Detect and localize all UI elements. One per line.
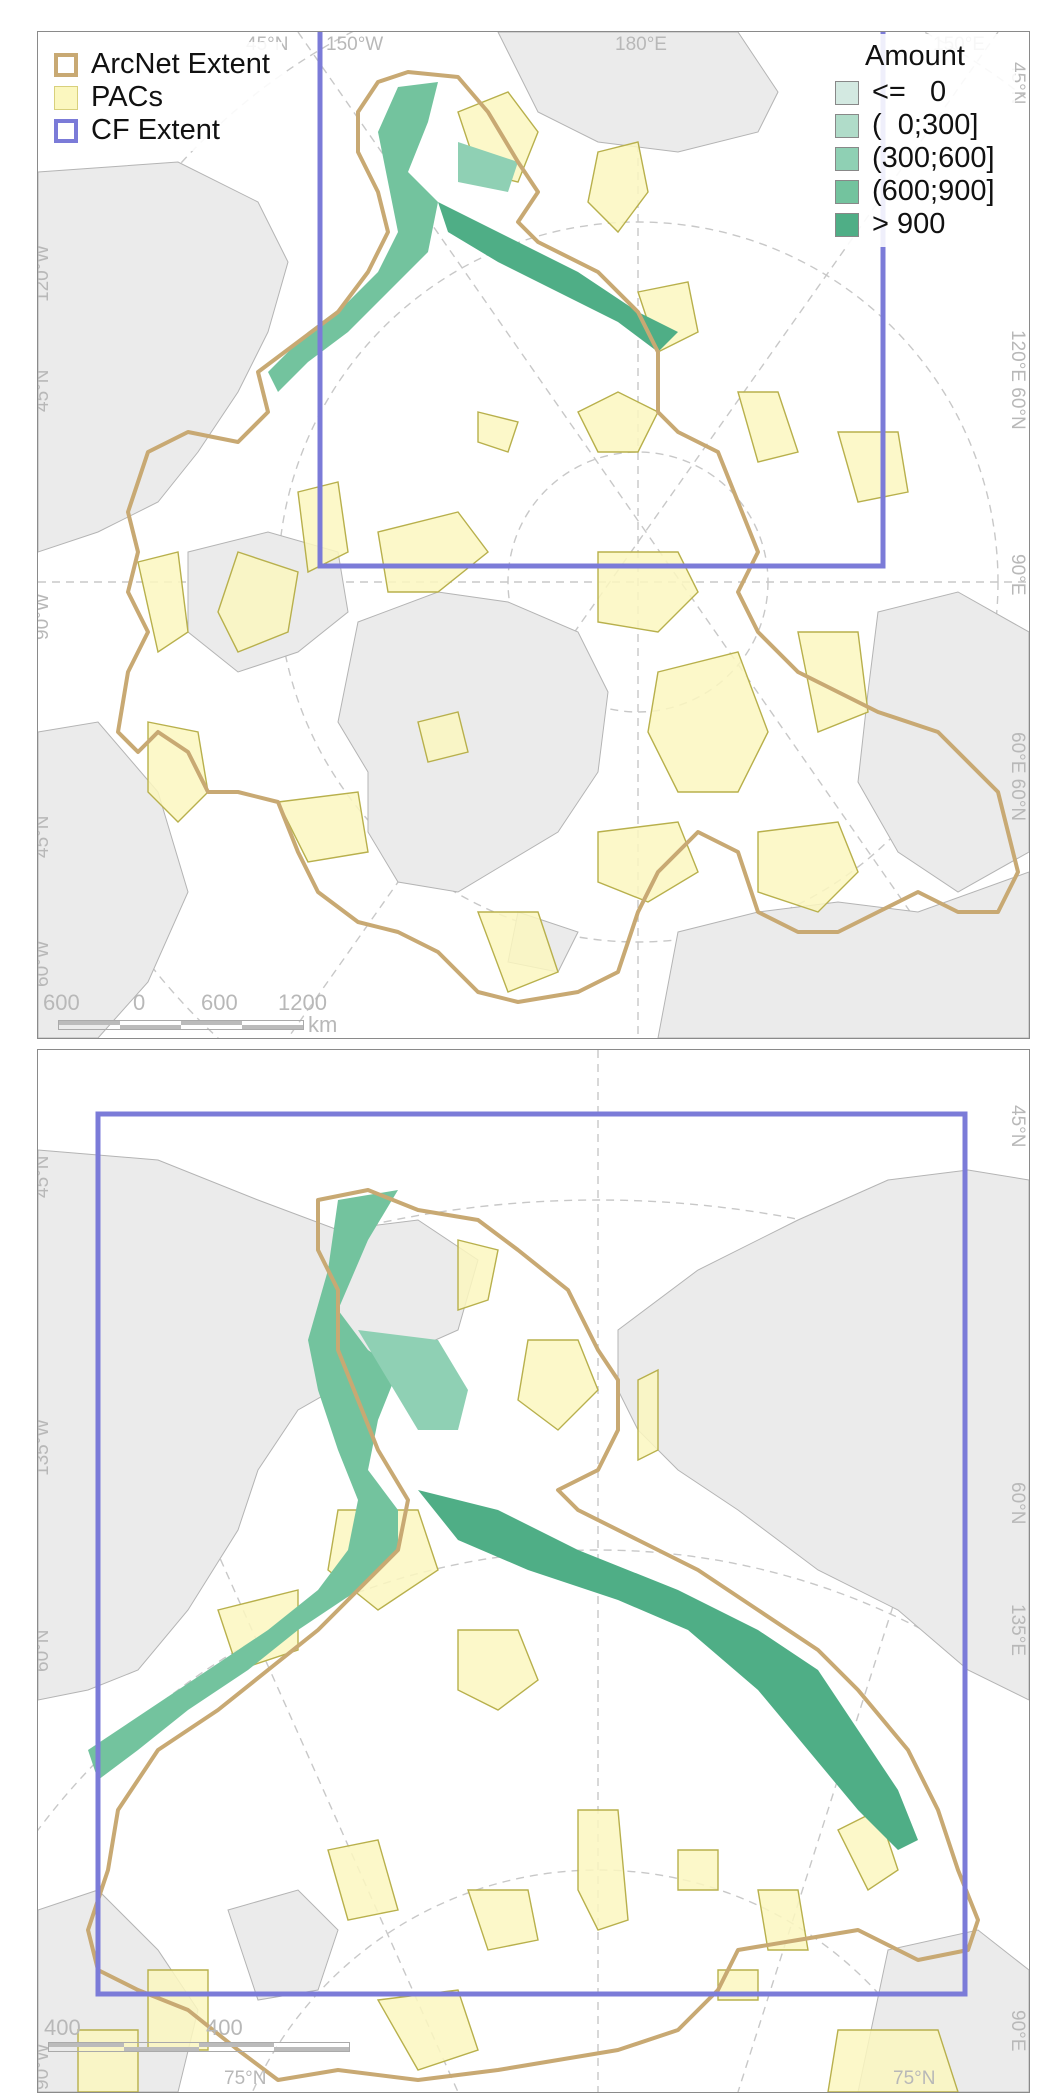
- amount-legend: Amount <= 0 ( 0;300] (300;600] (600;900]…: [819, 34, 1015, 247]
- graticule-label-left-1: 45°N: [37, 1155, 53, 1198]
- legend-item-arcnet: ArcNet Extent: [54, 48, 270, 81]
- graticule-label-right-4: 90°E: [1007, 2010, 1028, 2052]
- arcnet-extent-outline: [116, 70, 1020, 1004]
- graticule-label-right-4: 60°E 60°N: [1007, 732, 1028, 822]
- amount-legend-item-3: (300;600]: [835, 142, 1005, 175]
- scale-unit: km: [308, 1012, 338, 1037]
- amount-label-1: <= 0: [872, 76, 947, 108]
- graticule-label-left-2: 45°N: [37, 369, 53, 412]
- legend-label-arcnet: ArcNet Extent: [91, 48, 270, 80]
- cf-swatch: [54, 118, 78, 143]
- graticule-label-left-3: 60°N: [37, 1629, 53, 1672]
- amount-swatch-3: [835, 146, 859, 171]
- legend-label-pacs: PACs: [91, 81, 163, 113]
- amount-legend-title: Amount: [865, 40, 965, 72]
- graticule-label-top-3: 180°E: [615, 34, 667, 55]
- extent-legend: ArcNet Extent PACs CF Extent: [46, 42, 282, 151]
- amount-swatch-2: [835, 113, 859, 138]
- graticule-label-top-2: 150°W: [326, 34, 384, 55]
- scale-tick-3: 600: [201, 990, 238, 1015]
- amount-swatch-1: [835, 80, 859, 105]
- graticule-label-left-2: 135°W: [37, 1418, 53, 1476]
- arcnet-swatch: [54, 52, 78, 77]
- cf-zoom-map: [38, 1050, 1029, 2092]
- overview-map-panel: 45°N 150°W 180°E 150°E 120°W 45°N 90°W 4…: [37, 31, 1030, 1039]
- land-masses: [38, 32, 1029, 1038]
- legend-label-cf: CF Extent: [91, 114, 220, 146]
- graticule-label-right-1: 45°N: [1007, 1105, 1028, 1148]
- arcnet-extent-outline: [86, 1188, 980, 2082]
- greenland-landmass: [337, 591, 609, 893]
- scale-tick-2: 0: [133, 990, 146, 1015]
- amount-swatch-4: [835, 179, 859, 204]
- scale-tick-2: 400: [206, 2015, 243, 2040]
- cf-extent-box: [95, 1111, 968, 1997]
- graticule-label-right-2: 120°E 60°N: [1007, 330, 1028, 430]
- amount-legend-item-4: (600;900]: [835, 175, 1005, 208]
- graticule-label-bottom-1: 75°N: [224, 2068, 267, 2089]
- amount-raster: [88, 1190, 918, 1850]
- amount-label-5: > 900: [872, 208, 946, 240]
- legend-item-pacs: PACs: [54, 81, 270, 114]
- graticule-label-right-2: 60°N: [1007, 1482, 1028, 1525]
- scale-tick-4: 1200: [278, 990, 327, 1015]
- cf-extent-box: [317, 32, 886, 569]
- pac-swatch: [54, 85, 78, 110]
- graticule-label-right-3: 135°E: [1007, 1604, 1028, 1656]
- graticule-label-left-5: 60°W: [37, 940, 53, 987]
- graticule-label-right-3: 90°E: [1007, 554, 1028, 596]
- graticule-label-bottom-2: 75°N: [893, 2068, 936, 2089]
- graticule-label-left-1: 120°W: [37, 244, 53, 302]
- scale-tick-1: 400: [44, 2015, 81, 2040]
- graticule-label-left-3: 90°W: [37, 593, 53, 640]
- legend-item-cf: CF Extent: [54, 114, 270, 147]
- cf-zoom-map-panel: 45°N 135°W 60°N 90°W 45°N 60°N 135°E 90°…: [37, 1049, 1030, 2093]
- scale-tick-1: 600: [43, 990, 80, 1015]
- scale-bar: [58, 1020, 304, 1030]
- amount-raster: [268, 82, 678, 392]
- graticule-label-left-4: 45°N: [37, 815, 53, 858]
- amount-label-2: ( 0;300]: [872, 109, 979, 141]
- overview-map: [38, 32, 1029, 1038]
- amount-legend-item-2: ( 0;300]: [835, 109, 1005, 142]
- amount-legend-item-1: <= 0: [835, 76, 1005, 109]
- amount-label-4: (600;900]: [872, 175, 995, 207]
- scale-bar: [48, 2042, 350, 2052]
- amount-swatch-5: [835, 212, 859, 237]
- land-masses: [38, 1149, 1029, 2092]
- amount-label-3: (300;600]: [872, 142, 995, 174]
- amount-legend-item-5: > 900: [835, 208, 1005, 241]
